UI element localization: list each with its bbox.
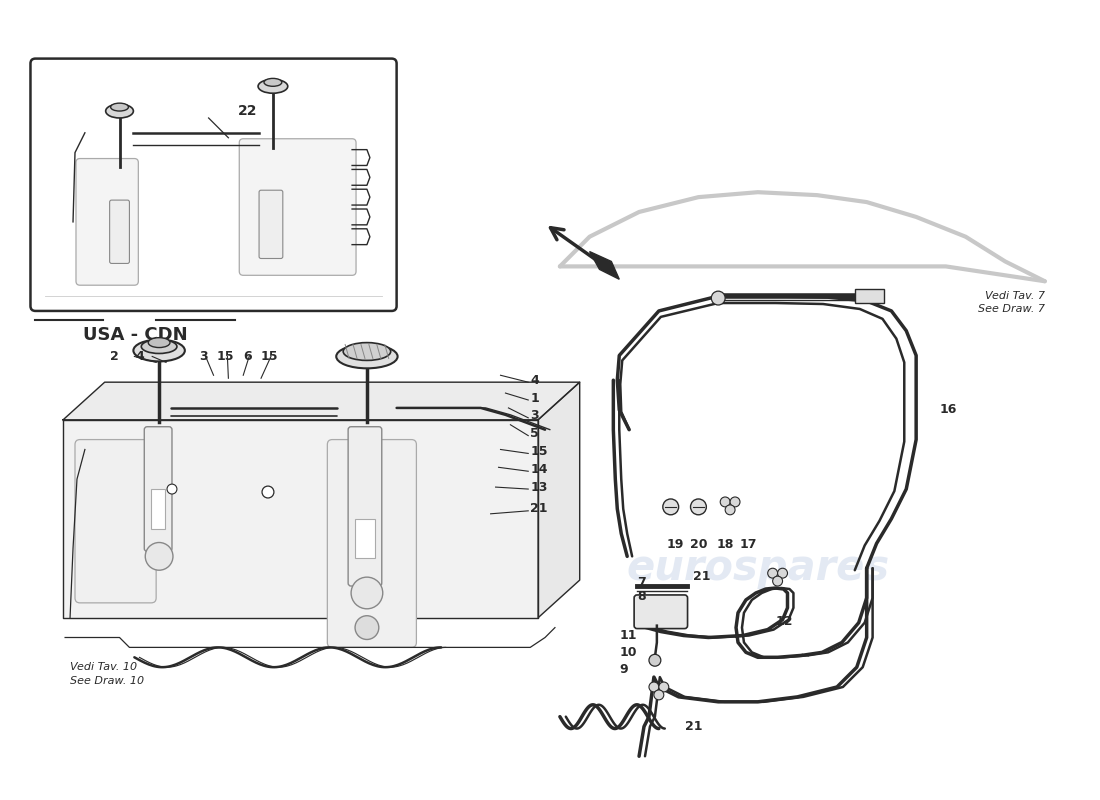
- Circle shape: [691, 499, 706, 514]
- Text: eurospares: eurospares: [132, 547, 395, 590]
- Circle shape: [772, 576, 782, 586]
- Text: 15: 15: [217, 350, 234, 363]
- Text: 21: 21: [530, 502, 548, 515]
- FancyBboxPatch shape: [328, 439, 417, 647]
- Circle shape: [262, 486, 274, 498]
- Ellipse shape: [141, 340, 177, 354]
- Text: 13: 13: [530, 481, 548, 494]
- Text: USA - CDN: USA - CDN: [82, 326, 187, 344]
- FancyBboxPatch shape: [110, 200, 130, 263]
- Circle shape: [730, 497, 740, 507]
- Text: 3: 3: [530, 410, 539, 422]
- Circle shape: [778, 568, 788, 578]
- Circle shape: [768, 568, 778, 578]
- Text: 6: 6: [243, 350, 252, 363]
- Text: 15: 15: [261, 350, 277, 363]
- Text: 18: 18: [716, 538, 734, 551]
- Text: 7: 7: [637, 575, 646, 589]
- Polygon shape: [590, 251, 619, 279]
- FancyBboxPatch shape: [634, 595, 688, 629]
- FancyBboxPatch shape: [75, 439, 156, 603]
- Text: 9: 9: [619, 662, 628, 676]
- Bar: [855, 289, 884, 303]
- Text: 21: 21: [684, 720, 702, 733]
- Text: 21: 21: [693, 570, 711, 582]
- Ellipse shape: [337, 345, 397, 368]
- Text: 19: 19: [667, 538, 684, 551]
- Text: 17: 17: [740, 538, 758, 551]
- Circle shape: [649, 682, 659, 692]
- Text: 1: 1: [530, 391, 539, 405]
- Circle shape: [663, 499, 679, 514]
- Text: 5: 5: [530, 427, 539, 440]
- Polygon shape: [63, 382, 580, 420]
- Circle shape: [653, 690, 663, 700]
- Circle shape: [351, 577, 383, 609]
- Text: 22: 22: [239, 104, 257, 118]
- Text: 8: 8: [637, 590, 646, 603]
- Text: Vedi Tav. 10
See Draw. 10: Vedi Tav. 10 See Draw. 10: [70, 662, 144, 686]
- FancyBboxPatch shape: [76, 158, 139, 286]
- Text: 4: 4: [135, 350, 144, 363]
- Ellipse shape: [343, 342, 390, 361]
- Text: 3: 3: [199, 350, 208, 363]
- Bar: [355, 518, 375, 558]
- Circle shape: [712, 291, 725, 305]
- Ellipse shape: [258, 79, 288, 94]
- Circle shape: [720, 497, 730, 507]
- Polygon shape: [63, 420, 538, 618]
- Ellipse shape: [111, 103, 129, 111]
- Circle shape: [145, 542, 173, 570]
- Circle shape: [659, 682, 669, 692]
- FancyBboxPatch shape: [260, 190, 283, 258]
- Polygon shape: [538, 382, 580, 618]
- Text: 12: 12: [776, 615, 793, 628]
- Circle shape: [167, 484, 177, 494]
- Text: 4: 4: [530, 374, 539, 386]
- Ellipse shape: [148, 338, 170, 347]
- Text: eurospares: eurospares: [626, 547, 890, 590]
- Text: 2: 2: [110, 350, 119, 363]
- Bar: [151, 489, 165, 529]
- Text: Vedi Tav. 7
See Draw. 7: Vedi Tav. 7 See Draw. 7: [978, 291, 1045, 314]
- FancyBboxPatch shape: [240, 138, 356, 275]
- FancyBboxPatch shape: [348, 426, 382, 586]
- Ellipse shape: [264, 78, 282, 86]
- Circle shape: [355, 616, 378, 639]
- Ellipse shape: [106, 104, 133, 118]
- Text: 15: 15: [530, 445, 548, 458]
- Text: 16: 16: [939, 403, 957, 416]
- Ellipse shape: [133, 340, 185, 362]
- Text: 20: 20: [690, 538, 707, 551]
- Text: 14: 14: [530, 462, 548, 476]
- Text: 10: 10: [619, 646, 637, 659]
- Circle shape: [649, 654, 661, 666]
- FancyBboxPatch shape: [31, 58, 397, 311]
- Text: 11: 11: [619, 629, 637, 642]
- FancyBboxPatch shape: [144, 426, 172, 551]
- Circle shape: [725, 505, 735, 514]
